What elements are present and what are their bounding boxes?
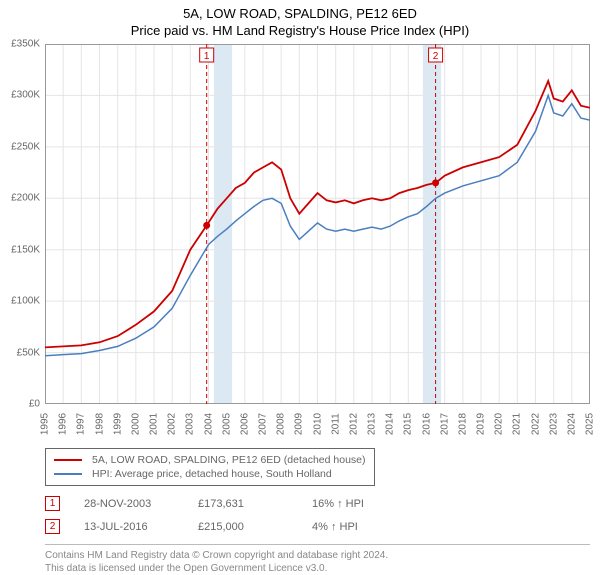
legend: 5A, LOW ROAD, SPALDING, PE12 6ED (detach…	[45, 448, 375, 486]
svg-text:2: 2	[433, 51, 439, 62]
footer-line: This data is licensed under the Open Gov…	[45, 562, 590, 575]
y-tick-label: £100K	[11, 296, 40, 307]
legend-swatch	[54, 459, 82, 461]
x-tick-label: 2004	[203, 413, 214, 435]
y-tick-label: £0	[29, 399, 40, 410]
legend-item: HPI: Average price, detached house, Sout…	[54, 467, 366, 481]
x-tick-label: 2006	[239, 413, 250, 435]
y-tick-label: £150K	[11, 244, 40, 255]
marker-date: 13-JUL-2016	[84, 521, 174, 533]
y-axis-labels: £0£50K£100K£150K£200K£250K£300K£350K	[0, 44, 40, 404]
x-tick-label: 2016	[421, 413, 432, 435]
price-chart: £0£50K£100K£150K£200K£250K£300K£350K 12 …	[45, 44, 590, 404]
legend-swatch	[54, 473, 82, 475]
x-tick-label: 2009	[294, 413, 305, 435]
x-tick-label: 2013	[367, 413, 378, 435]
markers-table: 1 28-NOV-2003 £173,631 16% ↑ HPI 2 13-JU…	[45, 492, 590, 538]
x-tick-label: 2010	[312, 413, 323, 435]
chart-svg: 12	[45, 44, 590, 404]
y-tick-label: £200K	[11, 193, 40, 204]
legend-item: 5A, LOW ROAD, SPALDING, PE12 6ED (detach…	[54, 453, 366, 467]
legend-label: 5A, LOW ROAD, SPALDING, PE12 6ED (detach…	[92, 454, 366, 466]
page-subtitle: Price paid vs. HM Land Registry's House …	[0, 21, 600, 44]
x-tick-label: 2023	[548, 413, 559, 435]
marker-delta: 4% ↑ HPI	[312, 521, 402, 533]
x-tick-label: 2022	[530, 413, 541, 435]
marker-index-box: 2	[45, 519, 60, 534]
x-tick-label: 2002	[167, 413, 178, 435]
marker-index: 1	[50, 498, 56, 509]
footer-line: Contains HM Land Registry data © Crown c…	[45, 549, 590, 562]
marker-price: £215,000	[198, 521, 288, 533]
x-tick-label: 1996	[58, 413, 69, 435]
y-tick-label: £50K	[17, 347, 40, 358]
x-tick-label: 2021	[512, 413, 523, 435]
x-tick-label: 2015	[403, 413, 414, 435]
x-tick-label: 2003	[185, 413, 196, 435]
y-tick-label: £250K	[11, 141, 40, 152]
x-tick-label: 2011	[330, 413, 341, 435]
marker-index: 2	[50, 521, 56, 532]
x-tick-label: 2007	[258, 413, 269, 435]
x-tick-label: 2018	[457, 413, 468, 435]
y-tick-label: £300K	[11, 90, 40, 101]
x-tick-label: 2014	[385, 413, 396, 435]
svg-text:1: 1	[204, 51, 210, 62]
marker-index-box: 1	[45, 496, 60, 511]
legend-label: HPI: Average price, detached house, Sout…	[92, 468, 332, 480]
marker-row: 2 13-JUL-2016 £215,000 4% ↑ HPI	[45, 515, 590, 538]
x-tick-label: 1997	[76, 413, 87, 435]
x-tick-label: 2008	[276, 413, 287, 435]
x-tick-label: 2025	[585, 413, 596, 435]
x-tick-label: 2012	[348, 413, 359, 435]
marker-row: 1 28-NOV-2003 £173,631 16% ↑ HPI	[45, 492, 590, 515]
marker-delta: 16% ↑ HPI	[312, 498, 402, 510]
marker-price: £173,631	[198, 498, 288, 510]
x-tick-label: 2020	[494, 413, 505, 435]
x-tick-label: 2017	[439, 413, 450, 435]
y-tick-label: £350K	[11, 39, 40, 50]
x-tick-label: 2000	[130, 413, 141, 435]
x-tick-label: 2024	[566, 413, 577, 435]
x-tick-label: 2019	[476, 413, 487, 435]
x-tick-label: 1998	[94, 413, 105, 435]
x-tick-label: 1999	[112, 413, 123, 435]
x-axis-labels: 1995199619971998199920002001200220032004…	[45, 406, 590, 440]
x-tick-label: 2005	[221, 413, 232, 435]
x-tick-label: 2001	[149, 413, 160, 435]
x-tick-label: 1995	[40, 413, 51, 435]
page-title: 5A, LOW ROAD, SPALDING, PE12 6ED	[0, 0, 600, 21]
marker-date: 28-NOV-2003	[84, 498, 174, 510]
